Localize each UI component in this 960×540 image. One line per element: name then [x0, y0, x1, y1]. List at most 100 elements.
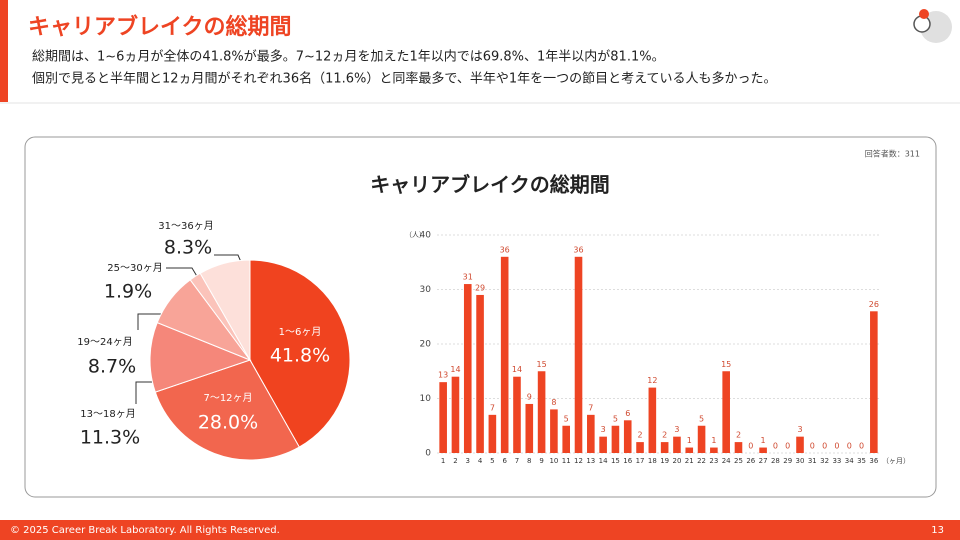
- data-label: 15: [537, 360, 547, 369]
- data-label: 5: [564, 414, 569, 423]
- data-label: 14: [512, 365, 522, 374]
- data-label: 6: [625, 409, 630, 418]
- x-tick-label: 6: [502, 457, 507, 465]
- data-label: 31: [463, 273, 473, 282]
- data-label: 8: [551, 398, 556, 407]
- data-label: 0: [859, 442, 864, 451]
- data-label: 0: [847, 442, 852, 451]
- x-tick-label: 35: [857, 457, 866, 465]
- bar: [611, 425, 620, 453]
- data-label: 7: [588, 403, 593, 412]
- slice-value: 41.8%: [270, 345, 330, 367]
- bar: [648, 387, 657, 453]
- x-tick-label: 8: [527, 457, 531, 465]
- footer-band: [0, 520, 960, 540]
- x-tick-label: 9: [539, 457, 543, 465]
- data-label: 7: [490, 403, 495, 412]
- data-label: 26: [869, 300, 879, 309]
- slice-label: 19〜24ヶ月: [77, 336, 132, 348]
- slice-label: 13〜18ヶ月: [80, 408, 135, 420]
- bar: [587, 414, 595, 453]
- bar: [759, 447, 767, 453]
- x-tick-label: 25: [734, 457, 743, 465]
- x-tick-label: 21: [685, 457, 694, 465]
- bar: [623, 420, 632, 453]
- leader-line: [135, 381, 154, 404]
- x-tick-label: 5: [490, 457, 494, 465]
- bar: [476, 294, 484, 453]
- data-label: 9: [527, 392, 532, 401]
- bar: [550, 409, 558, 453]
- bar: [513, 376, 521, 453]
- x-tick-label: 19: [660, 457, 669, 465]
- x-tick-label: 11: [562, 457, 571, 465]
- data-label: 2: [736, 431, 741, 440]
- data-label: 13: [438, 371, 448, 380]
- data-label: 15: [721, 360, 731, 369]
- x-tick-label: 13: [586, 457, 595, 465]
- data-label: 0: [748, 442, 753, 451]
- x-tick-label: 17: [636, 457, 645, 465]
- x-tick-label: 24: [722, 457, 731, 465]
- bar: [870, 311, 878, 453]
- subtitle: 総期間は、1~6ヵ月が全体の41.8%が最多。7~12ヵ月を加えた1年以内では6…: [32, 49, 665, 65]
- pie-slice: [199, 259, 251, 362]
- y-tick-label: 40: [420, 231, 432, 241]
- y-tick-label: 0: [425, 449, 431, 459]
- data-label: 12: [647, 376, 657, 385]
- y-tick-label: 10: [420, 394, 432, 404]
- page-number: 13: [931, 525, 944, 536]
- slice-label: 31〜36ヶ月: [158, 220, 213, 232]
- bar: [710, 447, 718, 453]
- x-tick-label: 34: [845, 457, 854, 465]
- data-label: 36: [573, 245, 583, 254]
- bar: [697, 425, 706, 453]
- data-label: 3: [674, 425, 679, 434]
- slice-label: 1〜6ヶ月: [279, 326, 322, 338]
- bar: [562, 425, 571, 453]
- logo: [919, 9, 929, 19]
- bar: [463, 284, 472, 453]
- leader-line: [137, 313, 162, 330]
- data-label: 0: [773, 442, 778, 451]
- slice-value: 8.7%: [88, 356, 136, 378]
- x-tick-label: 32: [820, 457, 829, 465]
- bar: [673, 436, 681, 453]
- x-tick-label: 12: [574, 457, 583, 465]
- data-label: 0: [822, 442, 827, 451]
- data-label: 0: [834, 442, 839, 451]
- slice-label: 25〜30ヶ月: [107, 262, 162, 274]
- slice-value: 8.3%: [164, 237, 212, 259]
- y-tick-label: 30: [420, 285, 432, 295]
- x-tick-label: 33: [832, 457, 841, 465]
- bar: [439, 382, 447, 453]
- data-label: 2: [662, 431, 667, 440]
- data-label: 0: [810, 442, 815, 451]
- bar: [685, 447, 694, 453]
- x-tick-label: 20: [672, 457, 681, 465]
- pie-slice: [149, 321, 252, 393]
- bar: [660, 442, 669, 453]
- leader-lines: [135, 254, 242, 404]
- pie-slice: [154, 359, 300, 461]
- bar: [525, 403, 534, 453]
- data-label: 14: [450, 365, 460, 374]
- bar: [734, 442, 743, 453]
- chart-title: キャリアブレイクの総期間: [370, 173, 610, 197]
- x-tick-label: 29: [783, 457, 792, 465]
- bar: [451, 376, 460, 453]
- bar: [796, 436, 804, 453]
- copyright: © 2025 Career Break Laboratory. All Righ…: [10, 525, 280, 536]
- x-tick-label: 1: [441, 457, 445, 465]
- x-tick-label: 18: [648, 457, 657, 465]
- x-tick-label: 16: [623, 457, 632, 465]
- x-tick-label: 36: [869, 457, 878, 465]
- data-label: 1: [687, 436, 692, 445]
- bar: [488, 414, 497, 453]
- x-tick-label: 15: [611, 457, 620, 465]
- x-tick-label: 14: [599, 457, 608, 465]
- x-tick-label: 4: [478, 457, 483, 465]
- x-tick-label: 2: [453, 457, 457, 465]
- data-label: 1: [761, 436, 766, 445]
